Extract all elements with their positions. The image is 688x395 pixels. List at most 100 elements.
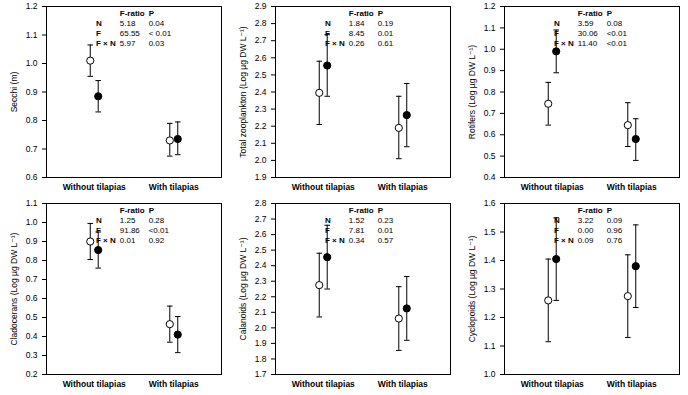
svg-text:2.7: 2.7 bbox=[255, 214, 267, 224]
svg-text:1.2: 1.2 bbox=[484, 312, 496, 322]
svg-text:Without tilapias: Without tilapias bbox=[63, 182, 126, 192]
svg-text:With tilapias: With tilapias bbox=[607, 182, 657, 192]
svg-text:Rotifers (Log µg DW L⁻¹): Rotifers (Log µg DW L⁻¹) bbox=[467, 45, 477, 140]
svg-text:0.5: 0.5 bbox=[484, 151, 496, 161]
svg-text:0.7: 0.7 bbox=[26, 274, 38, 284]
svg-text:Cyclopoids (Log µg DW L⁻¹): Cyclopoids (Log µg DW L⁻¹) bbox=[467, 235, 477, 342]
svg-text:2.2: 2.2 bbox=[255, 121, 267, 131]
svg-text:Without tilapias: Without tilapias bbox=[292, 182, 355, 192]
svg-text:2.4: 2.4 bbox=[255, 260, 267, 270]
svg-text:2.1: 2.1 bbox=[255, 138, 267, 148]
html-text:8.45: 8.45 bbox=[348, 29, 365, 38]
html-text:F-ratio P: F-ratio P bbox=[119, 206, 154, 215]
svg-text:1.0: 1.0 bbox=[484, 369, 496, 379]
html-text:5.18: 5.18 bbox=[119, 19, 136, 28]
svg-text:Secchi (m): Secchi (m) bbox=[9, 72, 19, 113]
html-text:0.03: 0.03 bbox=[148, 39, 165, 48]
svg-text:2.6: 2.6 bbox=[255, 53, 267, 63]
svg-text:1.9: 1.9 bbox=[255, 172, 267, 182]
svg-text:1.5: 1.5 bbox=[484, 227, 496, 237]
html-text:30.06: 30.06 bbox=[577, 29, 598, 38]
svg-text:2.4: 2.4 bbox=[255, 87, 267, 97]
svg-text:2.5: 2.5 bbox=[255, 70, 267, 80]
svg-text:0.7: 0.7 bbox=[26, 144, 38, 154]
svg-text:2.2: 2.2 bbox=[255, 291, 267, 301]
svg-text:1.3: 1.3 bbox=[484, 284, 496, 294]
html-text:F × N 5.97: F × N 5.97 bbox=[96, 39, 136, 48]
svg-text:Without tilapias: Without tilapias bbox=[292, 379, 355, 389]
svg-text:2.9: 2.9 bbox=[255, 1, 267, 11]
html-text:<0.01: <0.01 bbox=[606, 39, 627, 48]
html-text:0.01: 0.01 bbox=[377, 29, 394, 38]
html-text:F-ratio P: F-ratio P bbox=[577, 9, 612, 18]
html-text:<0.01: <0.01 bbox=[606, 29, 627, 38]
html-text:0.19: 0.19 bbox=[377, 19, 394, 28]
svg-text:1.0: 1.0 bbox=[26, 58, 38, 68]
svg-text:1.2: 1.2 bbox=[26, 1, 38, 11]
html-text:65.55: 65.55 bbox=[119, 29, 140, 38]
svg-text:0.8: 0.8 bbox=[484, 87, 496, 97]
svg-text:1.8: 1.8 bbox=[255, 354, 267, 364]
html-text:1.25: 1.25 bbox=[119, 216, 136, 225]
html-text:F-ratio P: F-ratio P bbox=[348, 9, 383, 18]
svg-text:0.3: 0.3 bbox=[26, 350, 38, 360]
svg-text:0.4: 0.4 bbox=[484, 172, 496, 182]
svg-text:0.9: 0.9 bbox=[26, 236, 38, 246]
svg-text:0.4: 0.4 bbox=[26, 331, 38, 341]
svg-text:1.1: 1.1 bbox=[484, 341, 496, 351]
svg-text:Calanoids (Log µg DW L⁻¹): Calanoids (Log µg DW L⁻¹) bbox=[238, 237, 248, 340]
svg-text:0.7: 0.7 bbox=[484, 108, 496, 118]
svg-text:2.0: 2.0 bbox=[255, 155, 267, 165]
svg-text:With tilapias: With tilapias bbox=[607, 379, 657, 389]
svg-text:With tilapias: With tilapias bbox=[378, 379, 428, 389]
html-text:0.04: 0.04 bbox=[148, 19, 165, 28]
svg-text:1.4: 1.4 bbox=[484, 255, 496, 265]
svg-text:1.1: 1.1 bbox=[26, 198, 38, 208]
svg-text:1.0: 1.0 bbox=[26, 217, 38, 227]
svg-text:2.8: 2.8 bbox=[255, 18, 267, 28]
svg-text:2.8: 2.8 bbox=[255, 198, 267, 208]
html-text:F-ratio P: F-ratio P bbox=[119, 9, 154, 18]
svg-text:0.6: 0.6 bbox=[484, 129, 496, 139]
svg-text:0.6: 0.6 bbox=[26, 293, 38, 303]
svg-text:With tilapias: With tilapias bbox=[149, 379, 199, 389]
svg-text:Without tilapias: Without tilapias bbox=[521, 379, 584, 389]
svg-text:0.9: 0.9 bbox=[26, 87, 38, 97]
html-text:F × N 11.40: F × N 11.40 bbox=[554, 39, 598, 48]
svg-text:Total zooplankton (Log µg DW L: Total zooplankton (Log µg DW L⁻¹) bbox=[238, 26, 248, 157]
svg-text:With tilapias: With tilapias bbox=[149, 182, 199, 192]
html-text:3.59: 3.59 bbox=[577, 19, 594, 28]
html-text:<0.01: <0.01 bbox=[148, 226, 169, 235]
svg-text:Cladocerans (Log µg DW L⁻¹): Cladocerans (Log µg DW L⁻¹) bbox=[9, 232, 19, 345]
html-text:1.84: 1.84 bbox=[348, 19, 365, 28]
svg-text:2.3: 2.3 bbox=[255, 276, 267, 286]
svg-text:0.8: 0.8 bbox=[26, 115, 38, 125]
svg-text:1.1: 1.1 bbox=[484, 23, 496, 33]
svg-text:2.6: 2.6 bbox=[255, 229, 267, 239]
svg-text:2.3: 2.3 bbox=[255, 104, 267, 114]
svg-text:2.7: 2.7 bbox=[255, 35, 267, 45]
svg-text:0.8: 0.8 bbox=[26, 255, 38, 265]
svg-text:1.6: 1.6 bbox=[484, 198, 496, 208]
svg-text:1.9: 1.9 bbox=[255, 338, 267, 348]
svg-text:1.7: 1.7 bbox=[255, 369, 267, 379]
svg-text:Without tilapias: Without tilapias bbox=[521, 182, 584, 192]
svg-text:0.6: 0.6 bbox=[26, 172, 38, 182]
svg-text:2.1: 2.1 bbox=[255, 307, 267, 317]
html-text:91.86: 91.86 bbox=[119, 226, 140, 235]
svg-text:Without tilapias: Without tilapias bbox=[63, 379, 126, 389]
svg-text:0.5: 0.5 bbox=[26, 312, 38, 322]
html-text:0.28: 0.28 bbox=[148, 216, 165, 225]
svg-text:2.5: 2.5 bbox=[255, 245, 267, 255]
svg-text:0.2: 0.2 bbox=[26, 369, 38, 379]
html-text:0.61: 0.61 bbox=[377, 39, 394, 48]
svg-text:With tilapias: With tilapias bbox=[378, 182, 428, 192]
svg-text:0.9: 0.9 bbox=[484, 65, 496, 75]
svg-text:2.0: 2.0 bbox=[255, 323, 267, 333]
html-text:F × N 0.26: F × N 0.26 bbox=[325, 39, 365, 48]
svg-text:1.1: 1.1 bbox=[26, 30, 38, 40]
svg-text:1.2: 1.2 bbox=[484, 1, 496, 11]
svg-text:1.0: 1.0 bbox=[484, 44, 496, 54]
html-text:< 0.01: < 0.01 bbox=[148, 29, 172, 38]
html-text:0.08: 0.08 bbox=[606, 19, 623, 28]
